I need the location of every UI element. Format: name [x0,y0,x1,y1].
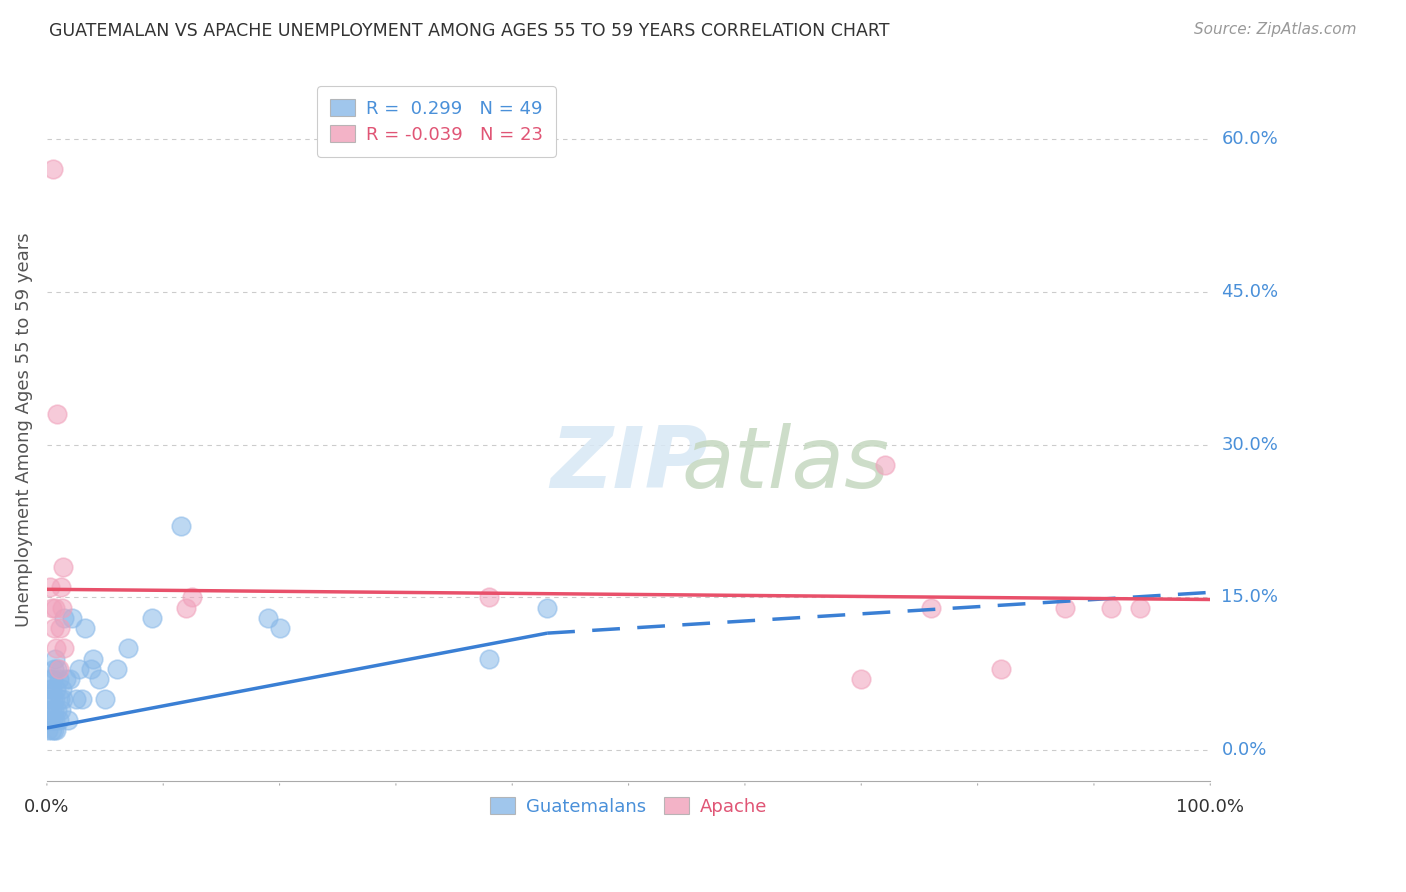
Point [873,458,896,472]
Point [70,692,93,706]
Point [44,713,66,727]
Point [170,519,193,533]
Point [48,713,70,727]
Point [59,672,82,686]
Text: GUATEMALAN VS APACHE UNEMPLOYMENT AMONG AGES 55 TO 59 YEARS CORRELATION CHART: GUATEMALAN VS APACHE UNEMPLOYMENT AMONG … [49,22,890,40]
Point [45,723,67,737]
Point [41,682,63,697]
Point [53,611,76,625]
Text: 15.0%: 15.0% [1222,589,1278,607]
Point [117,641,139,656]
Point [46,407,69,421]
Point [39,682,62,697]
Point [39,672,62,686]
Point [52,692,75,706]
Point [478,651,501,665]
Point [41,723,63,737]
Point [49,703,72,717]
Text: 30.0%: 30.0% [1222,435,1278,453]
Point [41,162,63,177]
Text: ZIP: ZIP [550,423,707,506]
Text: atlas: atlas [682,423,890,506]
Point [48,662,70,676]
Text: 0.0%: 0.0% [1222,741,1267,759]
Point [141,611,163,625]
Point [41,672,63,686]
Point [75,621,97,635]
Text: 0.0%: 0.0% [24,797,69,815]
Point [48,672,70,686]
Point [38,703,60,717]
Point [1053,600,1076,615]
Point [49,580,72,594]
Point [39,580,62,594]
Point [42,723,65,737]
Point [65,692,87,706]
Point [1099,600,1122,615]
Point [82,651,104,665]
Point [69,662,91,676]
Point [42,662,65,676]
Point [41,703,63,717]
Point [62,611,84,625]
Point [257,611,280,625]
Point [48,692,70,706]
Point [1129,600,1152,615]
Text: 100.0%: 100.0% [1177,797,1244,815]
Point [181,591,204,605]
Point [55,672,77,686]
Point [38,713,60,727]
Point [478,591,501,605]
Point [52,560,75,574]
Legend: Guatemalans, Apache: Guatemalans, Apache [481,788,776,825]
Text: Source: ZipAtlas.com: Source: ZipAtlas.com [1194,22,1357,37]
Point [44,651,66,665]
Y-axis label: Unemployment Among Ages 55 to 59 years: Unemployment Among Ages 55 to 59 years [15,232,32,626]
Point [41,692,63,706]
Point [39,692,62,706]
Point [920,600,942,615]
Point [53,641,76,656]
Point [56,713,79,727]
Point [41,713,63,727]
Point [42,703,65,717]
Point [176,600,198,615]
Point [42,621,65,635]
Text: 45.0%: 45.0% [1222,283,1278,301]
Text: 60.0%: 60.0% [1222,129,1278,147]
Point [51,682,73,697]
Point [37,723,59,737]
Point [44,600,66,615]
Point [269,621,291,635]
Point [48,621,70,635]
Point [990,662,1012,676]
Point [45,641,67,656]
Point [46,662,69,676]
Point [80,662,103,676]
Point [536,600,558,615]
Point [46,703,69,717]
Point [89,672,111,686]
Point [44,692,66,706]
Point [51,600,73,615]
Point [851,672,873,686]
Point [45,682,67,697]
Point [105,662,128,676]
Point [41,600,63,615]
Point [94,692,117,706]
